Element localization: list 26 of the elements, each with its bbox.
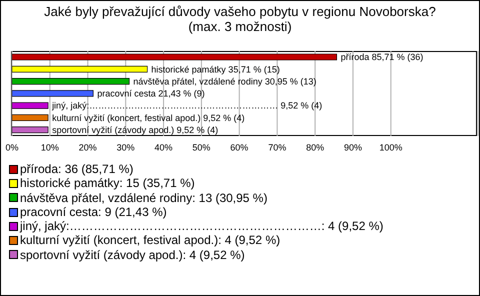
legend-label: jiný, jaký:………………………………………………………: 4 (9,52 %) [20, 219, 384, 234]
data-label: příroda 85,71 % (36) [340, 52, 424, 62]
x-tick-label: 90% [344, 142, 362, 152]
x-tick-label: 0% [5, 142, 19, 152]
x-tick-label: 80% [306, 142, 324, 152]
data-label: sportovní vyžití (závody apod.) 9,52 % (4) [52, 125, 218, 136]
x-tick-label: 100% [379, 142, 402, 152]
legend-label: sportovní vyžití (závody apod.): 4 (9,52 %) [20, 248, 245, 262]
legend-label: příroda: 36 (85,71 %) [20, 162, 134, 176]
data-label: kulturní vyžití (koncert, festival apod.) 9,52 % (4) [52, 112, 245, 123]
x-tick-label: 50% [192, 142, 210, 152]
legend-label: návštěva přátel, vzdálené rodiny: 13 (30,95 %) [20, 190, 268, 205]
legend-label: pracovní cesta: 9 (21,43 %) [20, 204, 167, 220]
chart-title: Jaké byly převažující důvody vašeho pobytu v regionu Novoborska? (max. 3 možnosti) [43, 4, 437, 34]
x-tick-label: 20% [78, 142, 97, 152]
data-label: návštěva přátel, vzdálené rodiny 30,95 % (13) [133, 76, 316, 86]
x-tick-label: 10% [40, 142, 59, 152]
data-label: jiný, jaký:……………………………………………………… 9,52 % (4) [51, 100, 322, 111]
x-tick-label: 70% [268, 142, 286, 152]
legend-label: historické památky: 15 (35,71 %) [20, 176, 195, 191]
legend-label: kulturní vyžití (koncert, festival apod.): 4 (9,52 %) [20, 233, 280, 248]
x-tick-label: 30% [116, 142, 135, 152]
x-tick-label: 60% [230, 142, 248, 152]
data-label: historické památky 35,71 % (15) [151, 64, 280, 74]
data-label: pracovní cesta 21,43 % (9) [97, 88, 205, 99]
x-tick-label: 40% [154, 142, 173, 152]
